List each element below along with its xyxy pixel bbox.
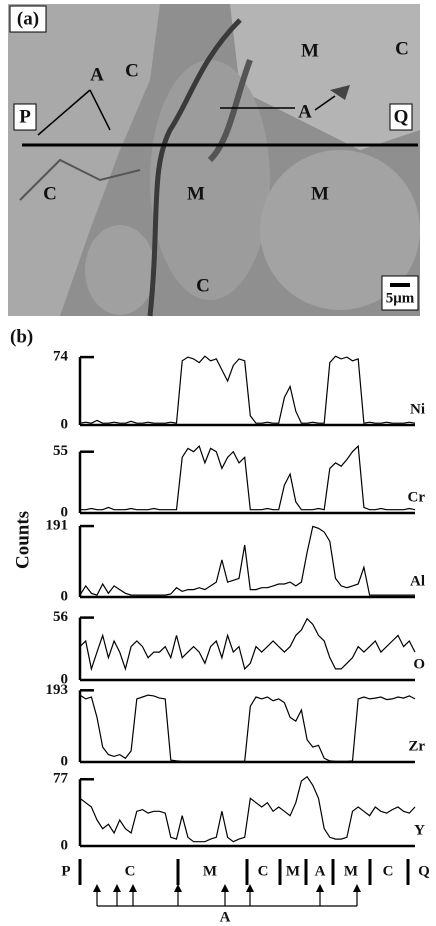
phase-label: C bbox=[125, 863, 136, 879]
grain bbox=[230, 4, 420, 150]
phase-label: M bbox=[344, 863, 358, 879]
annotation: Q bbox=[394, 106, 409, 127]
y-tick-label: 55 bbox=[53, 443, 68, 459]
arrow bbox=[314, 95, 336, 111]
y-tick-label: 0 bbox=[61, 837, 69, 853]
phase-label: P bbox=[61, 863, 70, 879]
y-tick-label: 191 bbox=[46, 517, 69, 533]
phase-label: Q bbox=[418, 863, 430, 879]
arrow-head bbox=[221, 884, 229, 892]
annotation: M bbox=[301, 40, 319, 61]
y-tick-label: 74 bbox=[53, 349, 69, 365]
panel-label: (b) bbox=[10, 326, 33, 347]
arrow-head bbox=[93, 884, 101, 892]
arrow-head bbox=[316, 884, 324, 892]
grain bbox=[8, 4, 160, 316]
annotation: C bbox=[125, 60, 139, 81]
crack bbox=[207, 58, 253, 163]
profile-line bbox=[79, 617, 416, 672]
profile-line bbox=[79, 775, 416, 843]
annotation: P bbox=[19, 106, 31, 127]
series-label: O bbox=[413, 656, 425, 672]
series-label: Cr bbox=[408, 489, 426, 505]
arrow-head bbox=[129, 884, 137, 892]
phase-label: C bbox=[383, 863, 394, 879]
arrow-head bbox=[174, 884, 182, 892]
y-tick-label: 0 bbox=[61, 504, 69, 520]
y-tick-label: 193 bbox=[46, 682, 69, 698]
arrow-head bbox=[353, 884, 361, 892]
arrow-head bbox=[246, 884, 254, 892]
crack bbox=[147, 18, 242, 317]
annotation: M bbox=[187, 183, 205, 204]
label-box bbox=[9, 5, 47, 33]
profile-line bbox=[79, 694, 416, 762]
y-tick-label: 0 bbox=[61, 588, 69, 604]
sem-image: (a) A C M C A P Q C M M C 5μm bbox=[8, 4, 420, 317]
y-axis-label: Counts bbox=[12, 511, 33, 569]
grain bbox=[150, 60, 270, 300]
series-label: Al bbox=[410, 573, 425, 589]
arrow-label: A bbox=[220, 909, 231, 925]
arrow bbox=[37, 89, 91, 136]
y-tick-label: 0 bbox=[61, 671, 69, 687]
grain bbox=[85, 225, 155, 315]
scale-label: 5μm bbox=[386, 290, 415, 306]
profile-line bbox=[80, 444, 416, 511]
profile-line bbox=[79, 355, 416, 424]
series-label: Y bbox=[414, 822, 425, 838]
annotation: C bbox=[395, 38, 409, 59]
phase-label: A bbox=[315, 863, 326, 879]
arrow bbox=[89, 89, 111, 131]
annotation: M bbox=[311, 183, 329, 204]
series-label: Ni bbox=[410, 401, 425, 417]
y-tick-label: 56 bbox=[53, 609, 69, 625]
y-tick-label: 0 bbox=[61, 416, 69, 432]
arrow-head bbox=[113, 884, 121, 892]
label-box bbox=[13, 103, 37, 131]
y-tick-label: 77 bbox=[53, 771, 69, 787]
annotation: C bbox=[43, 183, 57, 204]
series-label: Zr bbox=[408, 738, 425, 754]
label-box bbox=[389, 103, 413, 131]
crack bbox=[19, 158, 141, 201]
annotation: A bbox=[90, 64, 104, 85]
panel-label: (a) bbox=[17, 8, 39, 29]
pore bbox=[330, 85, 350, 100]
y-tick-label: 0 bbox=[61, 753, 69, 769]
phase-label: C bbox=[258, 863, 269, 879]
annotation: A bbox=[298, 101, 312, 122]
label-box bbox=[381, 275, 419, 311]
phase-label: M bbox=[286, 863, 300, 879]
profile-line bbox=[79, 525, 415, 596]
annotation: C bbox=[196, 275, 210, 296]
phase-label: M bbox=[203, 863, 217, 879]
grain bbox=[260, 150, 420, 310]
